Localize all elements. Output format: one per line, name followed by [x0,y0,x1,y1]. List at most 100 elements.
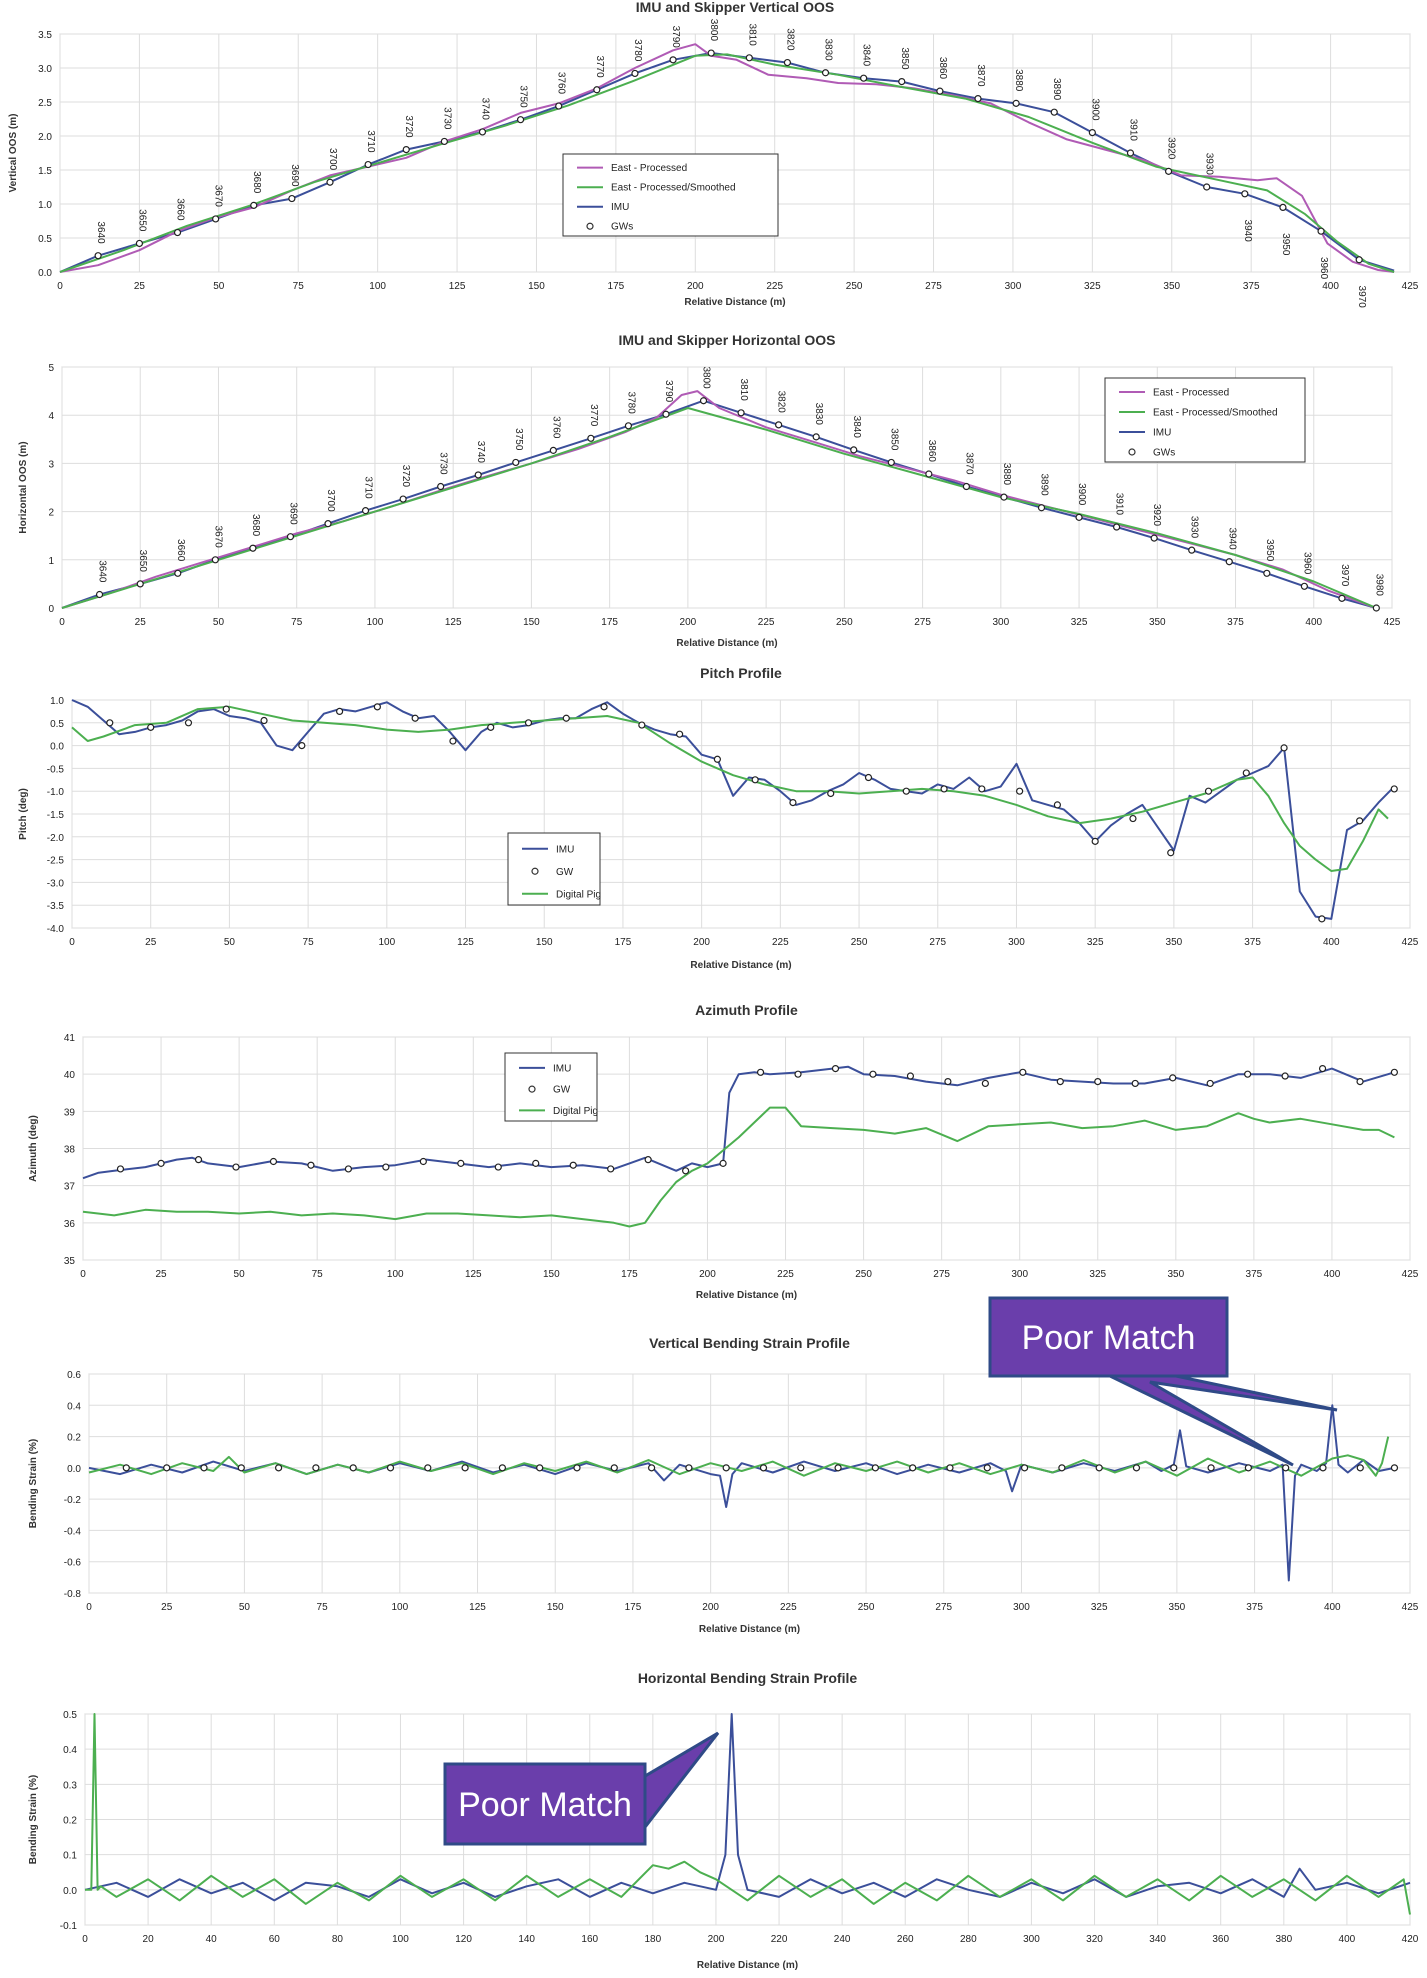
gw-station-label: 3650 [136,209,147,232]
y-tick-label: 4 [48,411,54,422]
y-tick-label: 1.0 [38,200,52,211]
chart-title: Horizontal Bending Strain Profile [638,1670,858,1686]
gw-station-label: 3710 [365,130,376,153]
gw-marker [610,1464,618,1472]
gw-marker [1132,1464,1141,1472]
gw-marker [1263,569,1271,577]
gw-marker [173,228,182,237]
x-tick-label: 325 [1091,1602,1108,1613]
chart-6: -0.1 0.0 0.1 0.2 0.3 0.4 0.5 0 20 40 60 80 100 120 140… [28,1670,1419,1971]
y-tick-label: 3.5 [38,30,52,41]
gw-station-label: 3660 [175,198,186,221]
gw-marker [1356,1464,1364,1472]
chart-title: Pitch Profile [700,665,782,681]
gw-marker [336,707,344,716]
gw-station-label: 3920 [1166,137,1177,160]
chart-title: IMU and Skipper Horizontal OOS [618,332,835,348]
gw-marker [1300,582,1308,590]
x-tick-label: 250 [846,281,863,292]
series-line-east-processed-smoothed [61,407,1377,609]
x-tick-label: 175 [621,1269,638,1280]
x-tick-label: 425 [1402,937,1419,948]
gw-marker [783,58,792,67]
x-tick-label: 60 [269,1934,281,1945]
gw-marker [864,773,873,782]
x-tick-label: 400 [1305,617,1322,628]
x-tick-label: 400 [1323,937,1340,948]
gw-marker [722,1464,730,1472]
gw-marker [461,1464,469,1472]
gw-station-label: 3970 [1356,286,1367,309]
legend-label: GW [553,1085,571,1096]
x-tick-label: 0 [80,1269,86,1280]
gw-marker [871,1464,879,1472]
series-line-digital-pig [82,1106,1395,1228]
y-tick-label: -3.0 [47,878,65,889]
x-tick-label: 0 [86,1602,92,1613]
y-tick-label: 35 [64,1256,76,1267]
gw-marker [1058,1464,1066,1472]
gw-station-label: 3870 [963,452,974,475]
x-tick-label: 275 [935,1602,952,1613]
legend: East - Processed East - Processed/Smoothe… [562,153,779,237]
x-tick-label: 225 [766,281,783,292]
gw-marker [449,737,457,745]
gw-marker [1244,1070,1252,1078]
x-tick-label: 140 [518,1934,535,1945]
x-tick-label: 350 [1167,1269,1184,1280]
gw-marker [644,1156,652,1164]
gw-marker [600,703,608,711]
gw-marker [573,1464,581,1472]
gw-station-label: 3930 [1204,153,1215,176]
x-tick-label: 275 [929,937,946,948]
y-axis-label: Bending Strain (%) [28,1439,39,1528]
x-tick-label: 200 [708,1934,725,1945]
y-tick-label: 41 [64,1033,76,1044]
y-tick-label: -1.5 [47,810,65,821]
y-tick-label: 0.0 [67,1464,81,1475]
gw-marker [1242,769,1250,777]
y-tick-label: 0.6 [67,1370,81,1381]
gw-station-label: 3640 [95,221,106,244]
gw-marker [756,1068,765,1076]
gw-marker [860,74,868,82]
x-tick-label: 25 [145,937,157,948]
gw-marker [402,146,410,154]
gw-marker [286,533,295,541]
gw-marker [624,422,633,430]
y-tick-label: 40 [64,1070,76,1081]
x-tick-label: 100 [391,1602,408,1613]
x-tick-label: 400 [1339,1934,1356,1945]
legend-label: GW [556,867,574,878]
x-tick-label: 25 [155,1269,167,1280]
x-tick-label: 225 [758,617,775,628]
gw-marker [1170,1464,1178,1472]
gw-marker [512,458,520,467]
gw-marker [106,719,114,727]
series-line-imu [84,1713,1411,1902]
legend-marker [586,222,594,230]
x-tick-label: 0 [82,1934,88,1945]
callout-text: Poor Match [458,1786,632,1824]
gw-marker [978,785,986,793]
x-tick-label: 375 [1244,937,1261,948]
gw-marker [1188,546,1196,554]
gw-marker [902,787,910,795]
x-tick-label: 0 [57,281,63,292]
gw-station-label: 3980 [1373,574,1384,597]
x-tick-label: 50 [239,1602,251,1613]
x-tick-label: 75 [317,1602,329,1613]
x-tick-label: 350 [1149,617,1166,628]
gw-marker [1053,801,1061,809]
gw-station-label: 3910 [1114,493,1125,516]
gw-marker [94,252,102,260]
gw-station-label: 3680 [251,171,262,194]
gw-marker [237,1464,245,1472]
gw-station-label: 3740 [479,98,490,121]
x-tick-label: 100 [378,937,395,948]
gw-station-label: 3650 [137,550,148,573]
gw-station-label: 3780 [625,392,636,415]
gw-marker [194,1156,203,1164]
legend-label: GWs [1153,448,1175,459]
x-tick-label: 40 [206,1934,218,1945]
